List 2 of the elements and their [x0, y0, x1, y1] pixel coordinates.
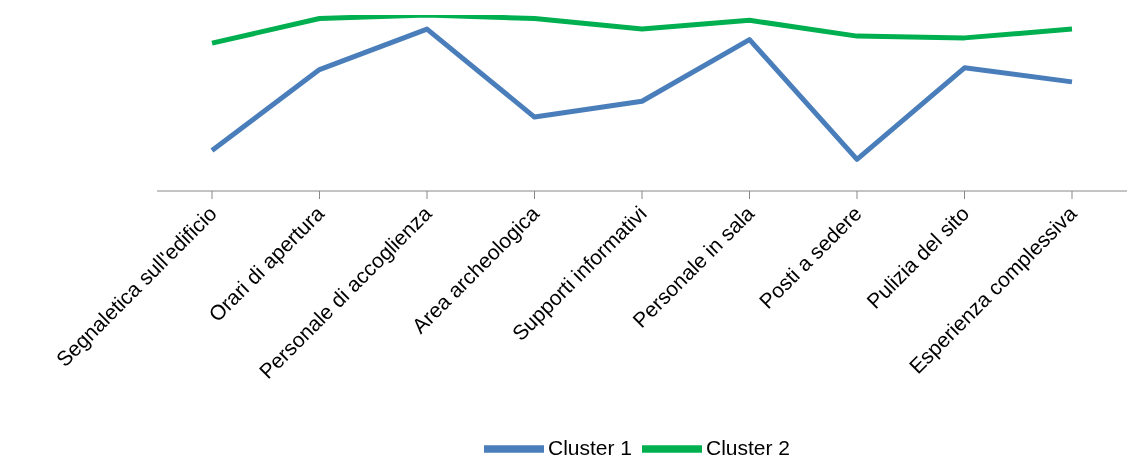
legend-label: Cluster 1: [547, 435, 632, 459]
legend-label: Cluster 2: [706, 435, 791, 459]
